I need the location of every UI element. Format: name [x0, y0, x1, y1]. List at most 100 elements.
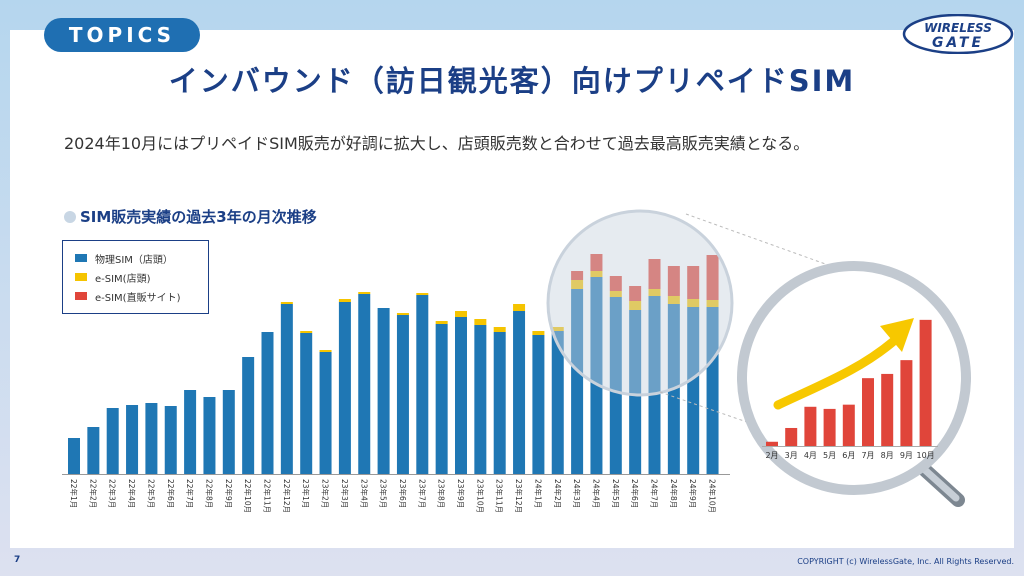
legend-swatch-esim-store [75, 273, 87, 281]
svg-text:WIRELESS: WIRELESS [924, 21, 992, 35]
inset-tick-label-5: 6月 [842, 451, 855, 460]
bar-physical-20 [435, 324, 448, 474]
inset-bar-8 [900, 360, 913, 446]
bar-physical-27 [571, 289, 584, 474]
x-tick-label-30: 24年6月 [630, 479, 640, 508]
legend-label-esim-store: e-SIM(店頭) [95, 273, 151, 285]
copyright-text: COPYRIGHT (c) WirelessGate, Inc. All Rig… [797, 557, 1014, 566]
magnifier-handle-highlight [921, 466, 960, 502]
bar-esim-direct-30 [629, 286, 642, 301]
bar-esim-direct-28 [590, 254, 603, 271]
bar-physical-31 [648, 296, 661, 474]
chart-legend: 物理SIM（店頭） e-SIM(店頭) e-SIM(直販サイト) [62, 240, 209, 314]
bar-esim-store-33 [687, 299, 700, 307]
x-tick-label-6: 22年6月 [166, 479, 176, 508]
x-tick-label-15: 23年3月 [340, 479, 350, 508]
page-subtitle: 2024年10月にはプリペイドSIM販売が好調に拡大し、店頭販売数と合わせて過去… [64, 134, 810, 153]
bar-esim-direct-31 [648, 259, 661, 289]
bar-physical-5 [145, 403, 158, 474]
legend-label-esim-direct: e-SIM(直販サイト) [95, 292, 181, 304]
bar-physical-24 [513, 311, 526, 474]
magnifier-lens-overlay [546, 209, 734, 397]
bar-esim-direct-32 [667, 266, 680, 296]
page-title: インバウンド（訪日観光客）向けプリペイドSIM [168, 64, 856, 98]
bar-physical-2 [87, 427, 100, 474]
inset-bar-5 [842, 404, 855, 446]
inset-bar-6 [862, 378, 874, 446]
x-tick-label-11: 22年11月 [263, 479, 273, 513]
x-tick-label-31: 24年7月 [650, 479, 660, 508]
page-number: 7 [14, 555, 21, 565]
bullet-dot-icon [64, 211, 76, 223]
bar-esim-store-28 [590, 271, 603, 277]
x-tick-label-28: 24年4月 [591, 479, 601, 508]
bar-physical-17 [377, 308, 390, 474]
bar-esim-direct-27 [571, 271, 584, 280]
bar-esim-store-23 [493, 327, 506, 332]
x-tick-label-18: 23年6月 [398, 479, 408, 508]
bar-physical-28 [590, 277, 603, 474]
legend-swatch-esim-direct [75, 292, 87, 300]
inset-tick-label-4: 5月 [823, 451, 836, 460]
bar-physical-12 [280, 304, 293, 474]
svg-text:GATE: GATE [932, 35, 984, 51]
legend-item-esim-direct: e-SIM(直販サイト) [75, 289, 181, 304]
bar-esim-store-15 [338, 299, 351, 302]
bar-physical-1 [68, 438, 80, 474]
inset-bar-3 [804, 406, 817, 446]
bar-physical-29 [609, 297, 622, 474]
legend-item-esim-store: e-SIM(店頭) [75, 270, 151, 285]
bar-physical-33 [687, 307, 700, 474]
bar-physical-23 [493, 332, 506, 474]
bar-physical-13 [300, 333, 313, 474]
bar-esim-store-32 [667, 296, 680, 304]
bar-physical-14 [319, 352, 332, 474]
inset-tick-label-2: 3月 [785, 451, 798, 460]
bar-physical-34 [706, 307, 719, 474]
x-tick-label-2: 22年2月 [88, 479, 98, 508]
x-tick-label-16: 23年4月 [359, 479, 369, 508]
topics-badge: TOPICS [44, 18, 200, 52]
x-tick-label-24: 23年12月 [514, 479, 524, 513]
bar-esim-store-26 [551, 327, 564, 331]
inset-bar-2 [785, 427, 798, 446]
chart-heading-text: SIM販売実績の過去3年の月次推移 [80, 208, 317, 226]
x-tick-label-4: 22年4月 [127, 479, 137, 508]
inset-tick-label-7: 8月 [881, 451, 894, 460]
bar-esim-store-27 [571, 280, 584, 289]
x-tick-label-34: 24年10月 [708, 479, 718, 513]
x-tick-label-10: 22年10月 [243, 479, 253, 513]
bar-physical-25 [532, 335, 545, 474]
bar-physical-10 [242, 357, 255, 474]
inset-bar-4 [823, 408, 836, 446]
inset-bar-1 [766, 441, 778, 446]
bar-esim-store-29 [609, 291, 622, 297]
bar-physical-6 [164, 406, 177, 474]
bar-esim-store-12 [280, 302, 293, 304]
chart-heading: SIM販売実績の過去3年の月次推移 [64, 206, 317, 227]
legend-item-physical: 物理SIM（店頭） [75, 251, 173, 266]
bar-esim-direct-33 [687, 266, 700, 299]
bar-esim-direct-29 [609, 276, 622, 291]
bar-physical-7 [184, 390, 197, 474]
bar-esim-store-13 [300, 331, 313, 333]
x-tick-label-17: 23年5月 [379, 479, 389, 508]
bar-esim-store-20 [435, 321, 448, 324]
legend-swatch-physical [75, 254, 87, 262]
bar-esim-store-16 [358, 292, 371, 294]
bar-esim-store-24 [513, 304, 526, 311]
x-tick-label-12: 22年12月 [282, 479, 292, 513]
bar-esim-store-18 [396, 313, 409, 315]
x-tick-label-29: 24年5月 [611, 479, 621, 508]
bar-physical-21 [455, 317, 467, 474]
bar-physical-9 [222, 390, 235, 474]
x-tick-label-20: 23年8月 [437, 479, 447, 508]
bar-esim-direct-34 [706, 255, 719, 300]
x-tick-label-1: 22年1月 [69, 479, 79, 508]
x-tick-label-23: 23年11月 [495, 479, 505, 513]
wireless-gate-logo: WIRELESS GATE [902, 14, 1014, 54]
bar-physical-8 [203, 397, 216, 474]
x-tick-label-9: 22年9月 [224, 479, 234, 508]
x-tick-label-8: 22年8月 [204, 479, 214, 508]
